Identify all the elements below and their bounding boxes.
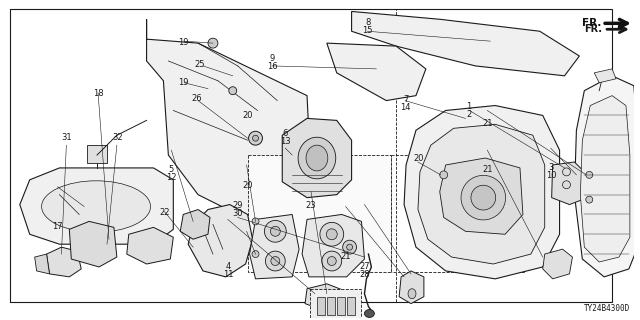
Polygon shape bbox=[188, 204, 253, 277]
Ellipse shape bbox=[322, 251, 342, 271]
Polygon shape bbox=[250, 214, 299, 279]
Text: 5: 5 bbox=[168, 165, 174, 174]
Ellipse shape bbox=[252, 251, 259, 258]
Polygon shape bbox=[418, 124, 545, 264]
Text: 20: 20 bbox=[413, 154, 424, 163]
Ellipse shape bbox=[271, 257, 280, 266]
Bar bbox=[327, 297, 335, 315]
Ellipse shape bbox=[563, 181, 570, 189]
Ellipse shape bbox=[248, 131, 262, 145]
Text: FR.: FR. bbox=[582, 18, 601, 28]
Ellipse shape bbox=[342, 240, 356, 254]
Text: 17: 17 bbox=[52, 222, 62, 231]
Bar bbox=[87, 145, 107, 163]
Text: 7: 7 bbox=[403, 95, 408, 104]
Text: 8: 8 bbox=[365, 18, 371, 27]
Ellipse shape bbox=[208, 38, 218, 48]
Polygon shape bbox=[20, 168, 173, 244]
Polygon shape bbox=[35, 254, 49, 274]
Text: 27: 27 bbox=[359, 262, 370, 271]
Text: 3: 3 bbox=[548, 164, 554, 172]
Ellipse shape bbox=[586, 196, 593, 203]
Polygon shape bbox=[302, 214, 364, 277]
Polygon shape bbox=[282, 118, 351, 198]
Polygon shape bbox=[543, 249, 572, 279]
Text: 20: 20 bbox=[242, 111, 252, 120]
Bar bbox=[10, 10, 396, 302]
Text: 6: 6 bbox=[282, 129, 288, 138]
Text: 10: 10 bbox=[546, 171, 557, 180]
Polygon shape bbox=[327, 43, 426, 100]
Bar bbox=[248, 155, 391, 272]
Polygon shape bbox=[147, 20, 312, 220]
Ellipse shape bbox=[408, 289, 416, 299]
Text: 16: 16 bbox=[268, 62, 278, 71]
Ellipse shape bbox=[461, 175, 506, 220]
Polygon shape bbox=[180, 210, 210, 239]
Ellipse shape bbox=[440, 171, 447, 179]
Ellipse shape bbox=[364, 309, 374, 317]
Text: 14: 14 bbox=[401, 103, 411, 112]
Ellipse shape bbox=[253, 135, 259, 141]
Text: 21: 21 bbox=[340, 252, 351, 261]
Polygon shape bbox=[47, 247, 81, 277]
Text: 21: 21 bbox=[483, 165, 493, 174]
Polygon shape bbox=[127, 227, 173, 264]
Polygon shape bbox=[575, 76, 639, 277]
Ellipse shape bbox=[471, 185, 496, 210]
Text: 11: 11 bbox=[223, 269, 234, 279]
Ellipse shape bbox=[563, 168, 570, 176]
Text: 15: 15 bbox=[362, 26, 373, 35]
Polygon shape bbox=[440, 158, 523, 234]
Text: 29: 29 bbox=[232, 202, 243, 211]
Polygon shape bbox=[305, 284, 345, 310]
Text: 19: 19 bbox=[179, 78, 189, 87]
Text: TY24B4300D: TY24B4300D bbox=[584, 304, 630, 313]
Text: 21: 21 bbox=[483, 119, 493, 128]
Text: FR.: FR. bbox=[584, 24, 602, 34]
Text: 18: 18 bbox=[93, 89, 104, 98]
Bar bbox=[391, 155, 525, 272]
Polygon shape bbox=[69, 221, 117, 267]
Polygon shape bbox=[404, 106, 559, 279]
Polygon shape bbox=[552, 162, 584, 204]
Text: 20: 20 bbox=[242, 181, 252, 190]
Text: 9: 9 bbox=[270, 54, 275, 63]
Polygon shape bbox=[351, 12, 579, 76]
Text: 28: 28 bbox=[359, 269, 370, 279]
Text: 25: 25 bbox=[195, 60, 205, 69]
Bar bbox=[347, 297, 355, 315]
Text: 1: 1 bbox=[467, 102, 472, 111]
Ellipse shape bbox=[42, 181, 150, 232]
Bar bbox=[317, 297, 325, 315]
Text: 4: 4 bbox=[225, 262, 231, 271]
Ellipse shape bbox=[266, 251, 285, 271]
Ellipse shape bbox=[347, 244, 353, 250]
Ellipse shape bbox=[320, 222, 344, 246]
Ellipse shape bbox=[306, 145, 328, 171]
Bar bbox=[337, 297, 345, 315]
Polygon shape bbox=[399, 271, 424, 304]
Text: 12: 12 bbox=[166, 173, 177, 182]
Text: 13: 13 bbox=[280, 137, 291, 146]
Text: 32: 32 bbox=[112, 133, 123, 142]
Text: 26: 26 bbox=[191, 94, 202, 103]
Ellipse shape bbox=[270, 226, 280, 236]
Ellipse shape bbox=[298, 137, 336, 179]
Text: 22: 22 bbox=[159, 208, 170, 217]
Ellipse shape bbox=[327, 257, 336, 266]
Polygon shape bbox=[580, 96, 630, 262]
Ellipse shape bbox=[228, 87, 237, 95]
Ellipse shape bbox=[326, 229, 337, 240]
Polygon shape bbox=[594, 69, 616, 83]
Ellipse shape bbox=[252, 218, 259, 225]
Ellipse shape bbox=[586, 172, 593, 178]
Text: 30: 30 bbox=[232, 209, 243, 218]
Text: 23: 23 bbox=[305, 202, 316, 211]
Text: 31: 31 bbox=[61, 133, 72, 142]
Text: 2: 2 bbox=[467, 109, 472, 118]
Text: 19: 19 bbox=[179, 38, 189, 47]
Bar bbox=[310, 289, 362, 320]
Ellipse shape bbox=[264, 220, 286, 242]
